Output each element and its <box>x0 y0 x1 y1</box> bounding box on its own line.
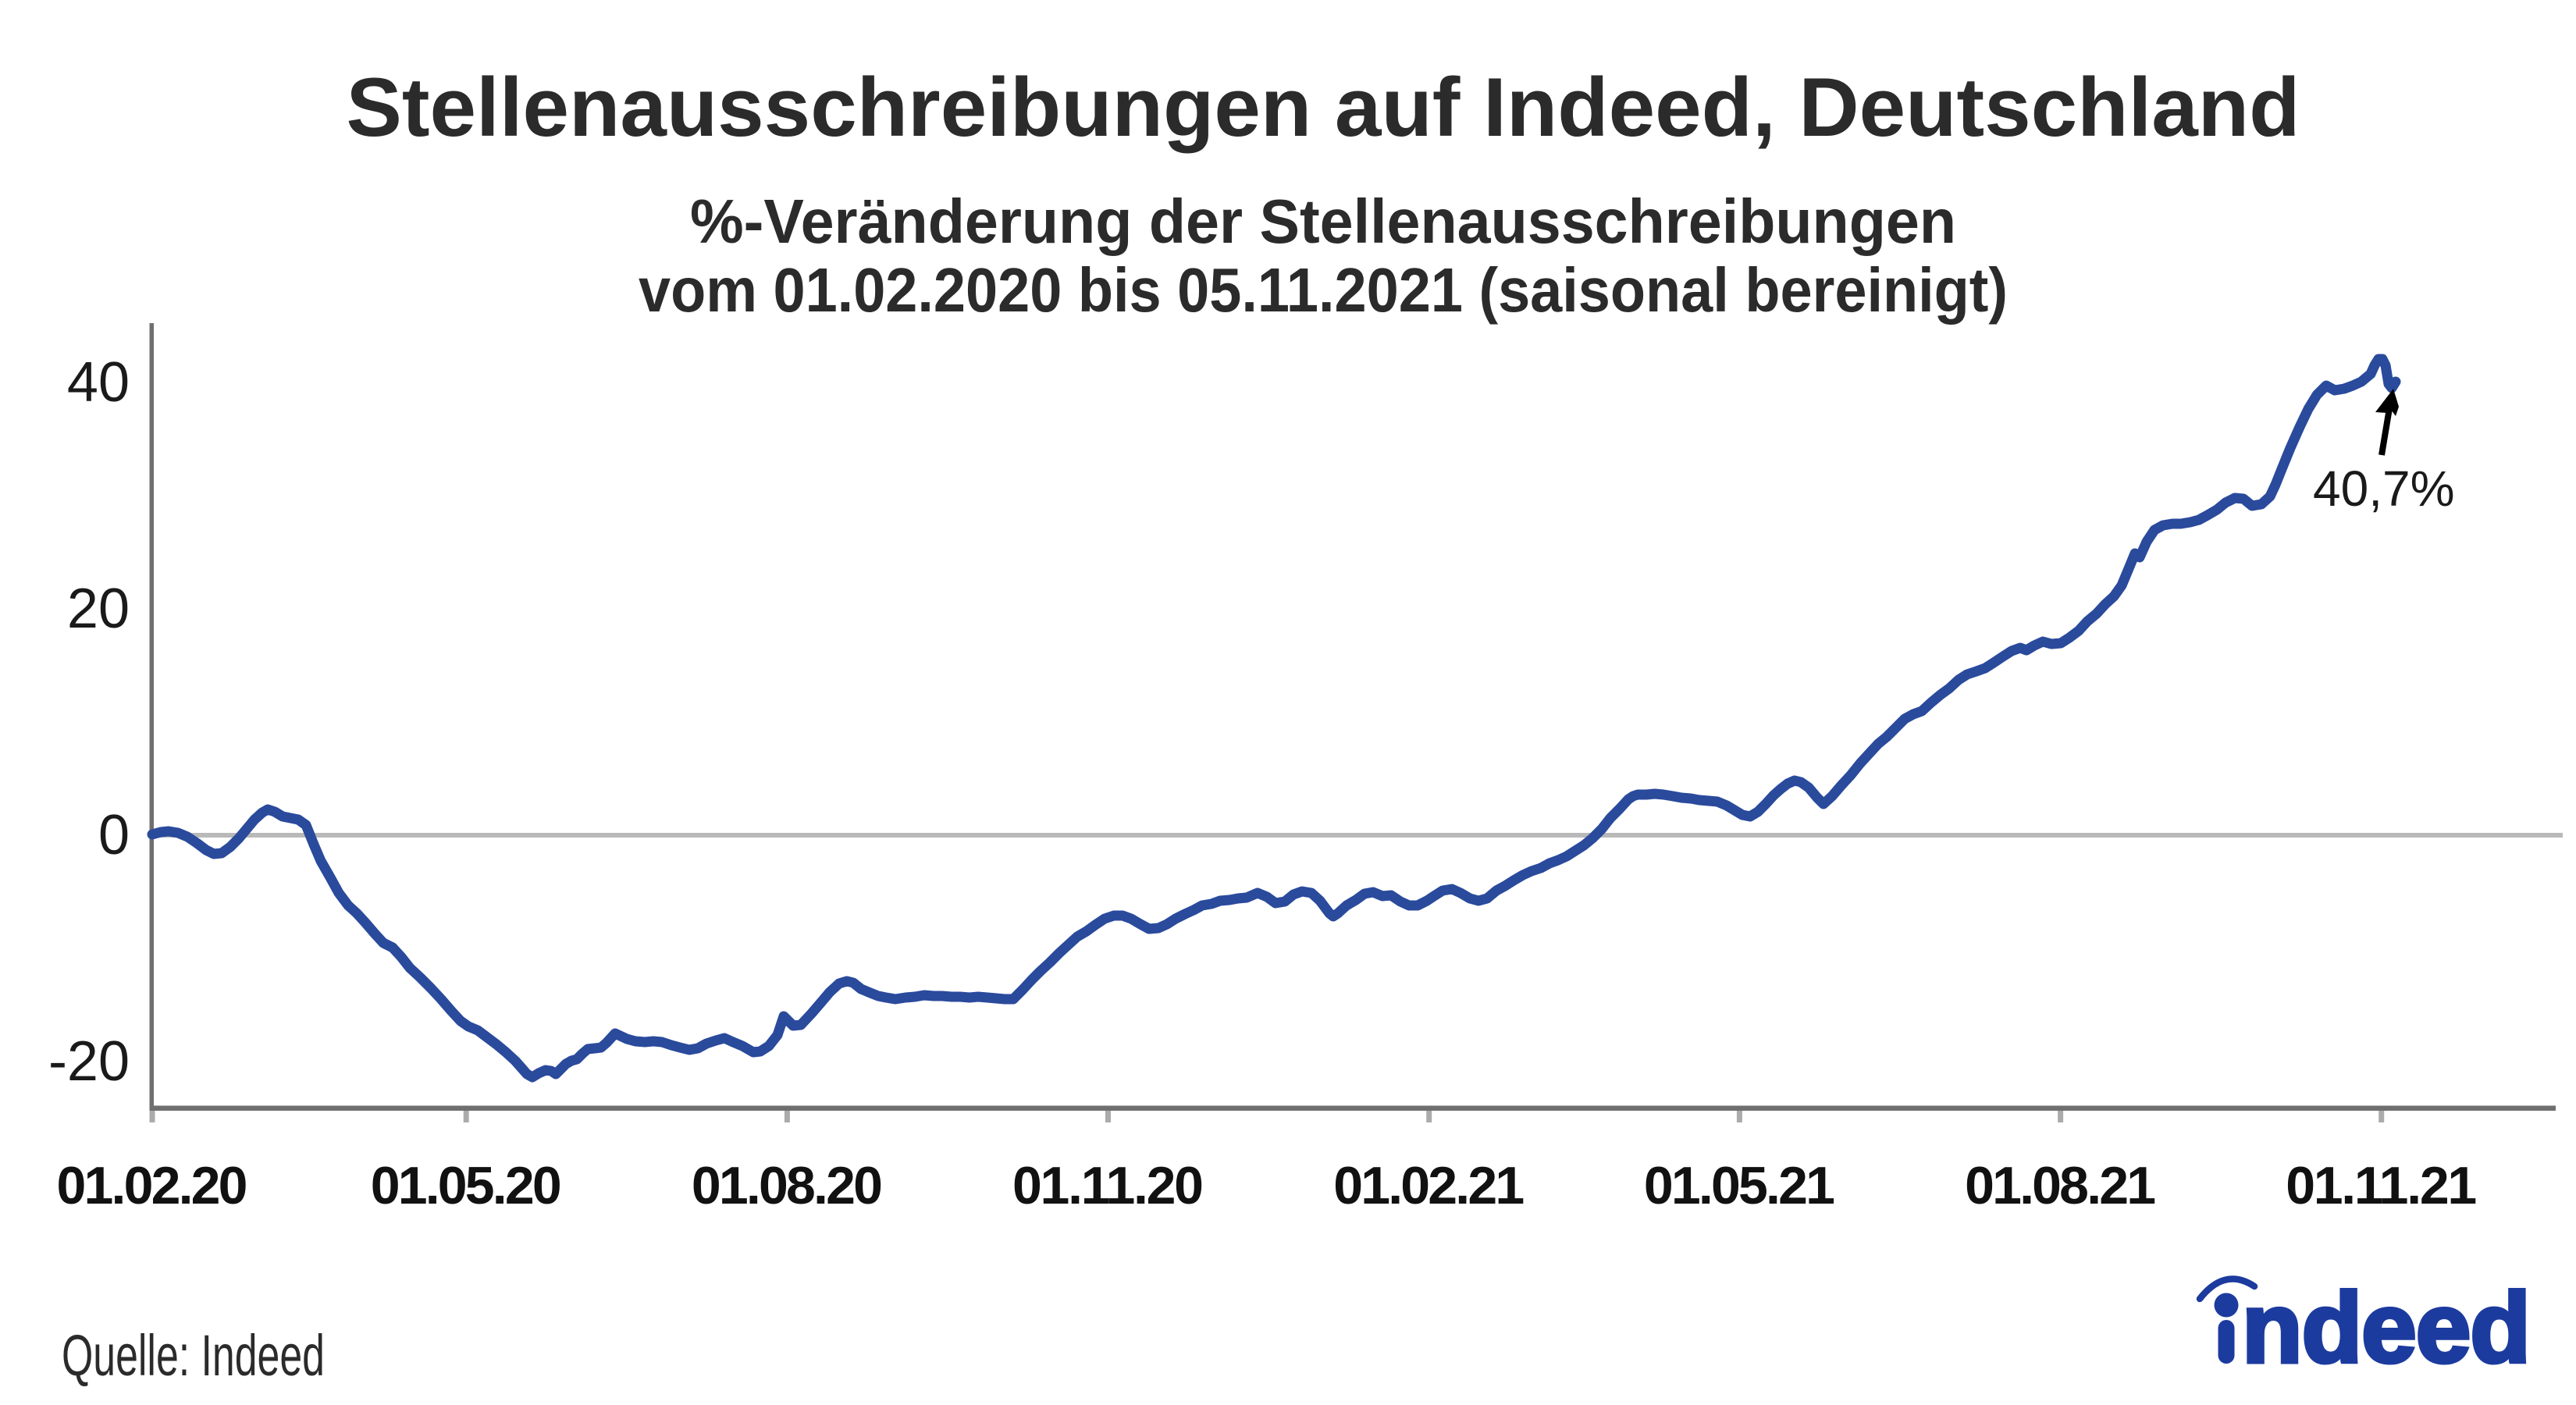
svg-text:01.11.21: 01.11.21 <box>2286 1156 2477 1215</box>
svg-text:40,7%: 40,7% <box>2313 461 2454 517</box>
svg-text:vom 01.02.2020 bis 05.11.2021: vom 01.02.2020 bis 05.11.2021 (saisonal … <box>639 255 2008 325</box>
svg-text:01.05.21: 01.05.21 <box>1644 1156 1835 1215</box>
svg-text:Stellenausschreibungen auf Ind: Stellenausschreibungen auf Indeed, Deuts… <box>347 60 2300 154</box>
svg-text:ndeed: ndeed <box>2242 1272 2530 1383</box>
svg-text:01.08.20: 01.08.20 <box>692 1156 883 1215</box>
svg-text:Quelle: Indeed: Quelle: Indeed <box>62 1323 325 1388</box>
svg-text:0: 0 <box>98 804 130 866</box>
svg-text:01.05.20: 01.05.20 <box>371 1156 562 1215</box>
svg-text:01.11.20: 01.11.20 <box>1012 1156 1204 1215</box>
svg-text:%-Veränderung der Stellenaussc: %-Veränderung der Stellenausschreibungen <box>690 187 1956 256</box>
svg-text:20: 20 <box>67 578 130 640</box>
svg-text:01.02.20: 01.02.20 <box>57 1156 248 1215</box>
svg-text:01.08.21: 01.08.21 <box>1965 1156 2156 1215</box>
svg-text:40: 40 <box>67 351 130 414</box>
svg-text:-20: -20 <box>48 1030 130 1093</box>
svg-text:01.02.21: 01.02.21 <box>1333 1156 1525 1215</box>
